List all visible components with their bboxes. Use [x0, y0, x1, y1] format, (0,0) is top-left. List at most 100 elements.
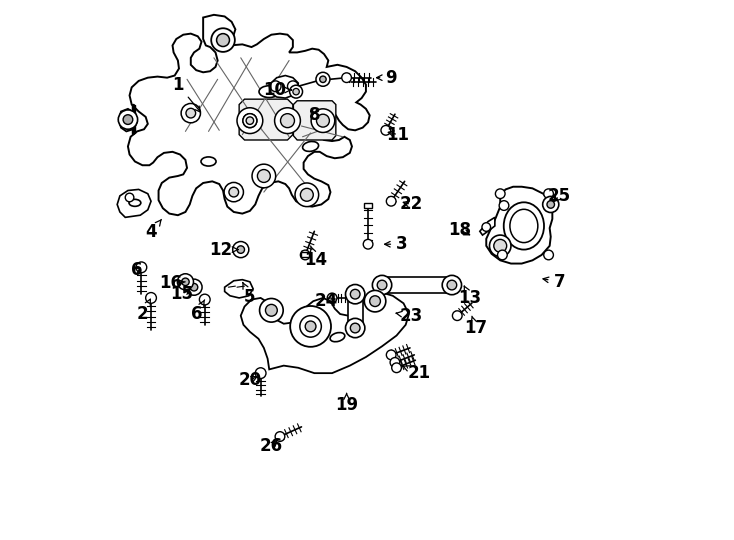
FancyBboxPatch shape: [302, 252, 309, 256]
Text: 9: 9: [377, 69, 397, 87]
Circle shape: [246, 117, 254, 124]
Circle shape: [316, 114, 330, 127]
Circle shape: [300, 316, 321, 337]
Polygon shape: [225, 280, 253, 298]
Circle shape: [126, 193, 134, 202]
Text: 12: 12: [209, 241, 239, 259]
Circle shape: [442, 275, 462, 295]
Circle shape: [136, 262, 147, 273]
Ellipse shape: [302, 141, 319, 151]
Circle shape: [364, 291, 386, 312]
Polygon shape: [117, 190, 151, 218]
Circle shape: [542, 197, 559, 213]
Polygon shape: [348, 294, 363, 328]
Polygon shape: [382, 277, 452, 293]
Circle shape: [386, 350, 396, 360]
Circle shape: [181, 278, 189, 286]
Circle shape: [145, 293, 156, 303]
Circle shape: [288, 81, 298, 92]
Circle shape: [200, 294, 210, 305]
Circle shape: [490, 235, 511, 256]
Circle shape: [350, 323, 360, 333]
Polygon shape: [128, 15, 370, 215]
Polygon shape: [480, 218, 495, 235]
Circle shape: [447, 280, 457, 290]
Circle shape: [495, 189, 505, 199]
Circle shape: [377, 280, 387, 290]
Circle shape: [275, 431, 285, 441]
Circle shape: [499, 201, 509, 211]
Circle shape: [342, 73, 352, 83]
Circle shape: [258, 170, 270, 183]
Circle shape: [186, 109, 196, 118]
Text: 4: 4: [145, 219, 161, 241]
Text: 20: 20: [239, 371, 261, 389]
Ellipse shape: [129, 199, 141, 206]
Circle shape: [316, 72, 330, 86]
Ellipse shape: [201, 157, 216, 166]
Circle shape: [211, 28, 235, 52]
Circle shape: [224, 183, 244, 202]
Circle shape: [237, 246, 244, 253]
Text: 19: 19: [335, 393, 358, 414]
Circle shape: [181, 104, 200, 123]
Polygon shape: [239, 99, 293, 140]
Text: 21: 21: [403, 364, 431, 382]
Text: 23: 23: [396, 307, 423, 325]
Circle shape: [350, 289, 360, 299]
Text: 6: 6: [191, 300, 205, 323]
Circle shape: [346, 319, 365, 338]
Circle shape: [243, 113, 257, 127]
Text: 2: 2: [137, 299, 150, 323]
Circle shape: [390, 357, 400, 367]
Circle shape: [243, 113, 257, 127]
Circle shape: [547, 201, 554, 208]
Circle shape: [482, 222, 490, 231]
Circle shape: [290, 85, 302, 98]
Polygon shape: [486, 187, 553, 264]
Circle shape: [300, 188, 313, 201]
Text: 10: 10: [263, 81, 291, 99]
Circle shape: [118, 110, 137, 129]
Circle shape: [544, 250, 553, 260]
Circle shape: [123, 114, 133, 124]
Circle shape: [255, 368, 266, 379]
Circle shape: [186, 279, 202, 295]
Text: 26: 26: [260, 437, 283, 455]
Circle shape: [370, 296, 380, 307]
Polygon shape: [119, 109, 137, 131]
Circle shape: [252, 164, 276, 188]
Text: 7: 7: [543, 273, 565, 291]
Circle shape: [280, 113, 294, 127]
Text: 25: 25: [548, 187, 571, 205]
Text: 8: 8: [308, 106, 320, 124]
Polygon shape: [269, 76, 298, 98]
Circle shape: [346, 285, 365, 304]
Circle shape: [498, 250, 507, 260]
Ellipse shape: [510, 210, 538, 242]
Text: 1: 1: [172, 76, 200, 112]
Circle shape: [363, 239, 373, 249]
Circle shape: [237, 108, 263, 133]
Circle shape: [300, 250, 310, 260]
Text: 24: 24: [315, 292, 338, 310]
Circle shape: [229, 187, 239, 197]
Text: 14: 14: [305, 246, 327, 269]
Circle shape: [452, 311, 462, 321]
FancyBboxPatch shape: [364, 203, 372, 208]
Circle shape: [381, 125, 390, 135]
Text: 22: 22: [399, 195, 423, 213]
Circle shape: [295, 183, 319, 207]
Circle shape: [305, 321, 316, 332]
Text: 3: 3: [385, 235, 407, 253]
Text: 16: 16: [159, 274, 185, 293]
Circle shape: [327, 293, 337, 303]
Circle shape: [544, 189, 553, 199]
Circle shape: [386, 197, 396, 206]
Text: 11: 11: [387, 126, 410, 144]
Circle shape: [178, 274, 194, 290]
Polygon shape: [241, 293, 409, 373]
Circle shape: [290, 306, 331, 347]
Ellipse shape: [330, 333, 345, 342]
Circle shape: [392, 363, 401, 373]
